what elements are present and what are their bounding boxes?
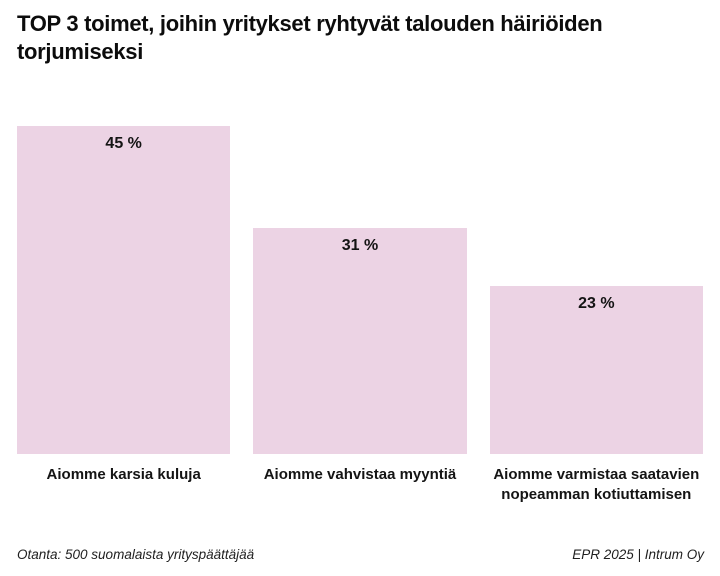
bar: 23 % — [489, 286, 703, 454]
bar-value-label: 45 % — [105, 134, 142, 152]
bar-area: 31 % — [253, 124, 467, 454]
category-label: Aiomme varmistaa saatavien nopeamman kot… — [493, 466, 700, 503]
bar: 31 % — [253, 227, 467, 454]
bar-area: 23 % — [489, 124, 703, 454]
bar-area: 45 % — [17, 124, 231, 454]
bar-value-label: 23 % — [578, 295, 615, 313]
page-title: TOP 3 toimet, joihin yritykset ryhtyvät … — [17, 11, 603, 65]
bar-value-label: 31 % — [341, 236, 379, 254]
bar: 45 % — [17, 125, 231, 454]
footer-sample-note: Otanta: 500 suomalaista yrityspäättäjää — [17, 547, 255, 562]
category-label: Aiomme karsia kuluja — [46, 466, 201, 483]
footer-source: EPR 2025 | Intrum Oy — [572, 547, 704, 562]
bar-chart: 45 % Aiomme karsia kuluja 31 % Aiomme va… — [17, 124, 703, 504]
bar-column: 23 % Aiomme varmistaa saatavien nopeamma… — [489, 124, 703, 504]
category-label: Aiomme vahvistaa myyntiä — [263, 466, 457, 483]
bar-column: 45 % Aiomme karsia kuluja — [17, 124, 231, 504]
bar-column: 31 % Aiomme vahvistaa myyntiä — [253, 124, 467, 504]
